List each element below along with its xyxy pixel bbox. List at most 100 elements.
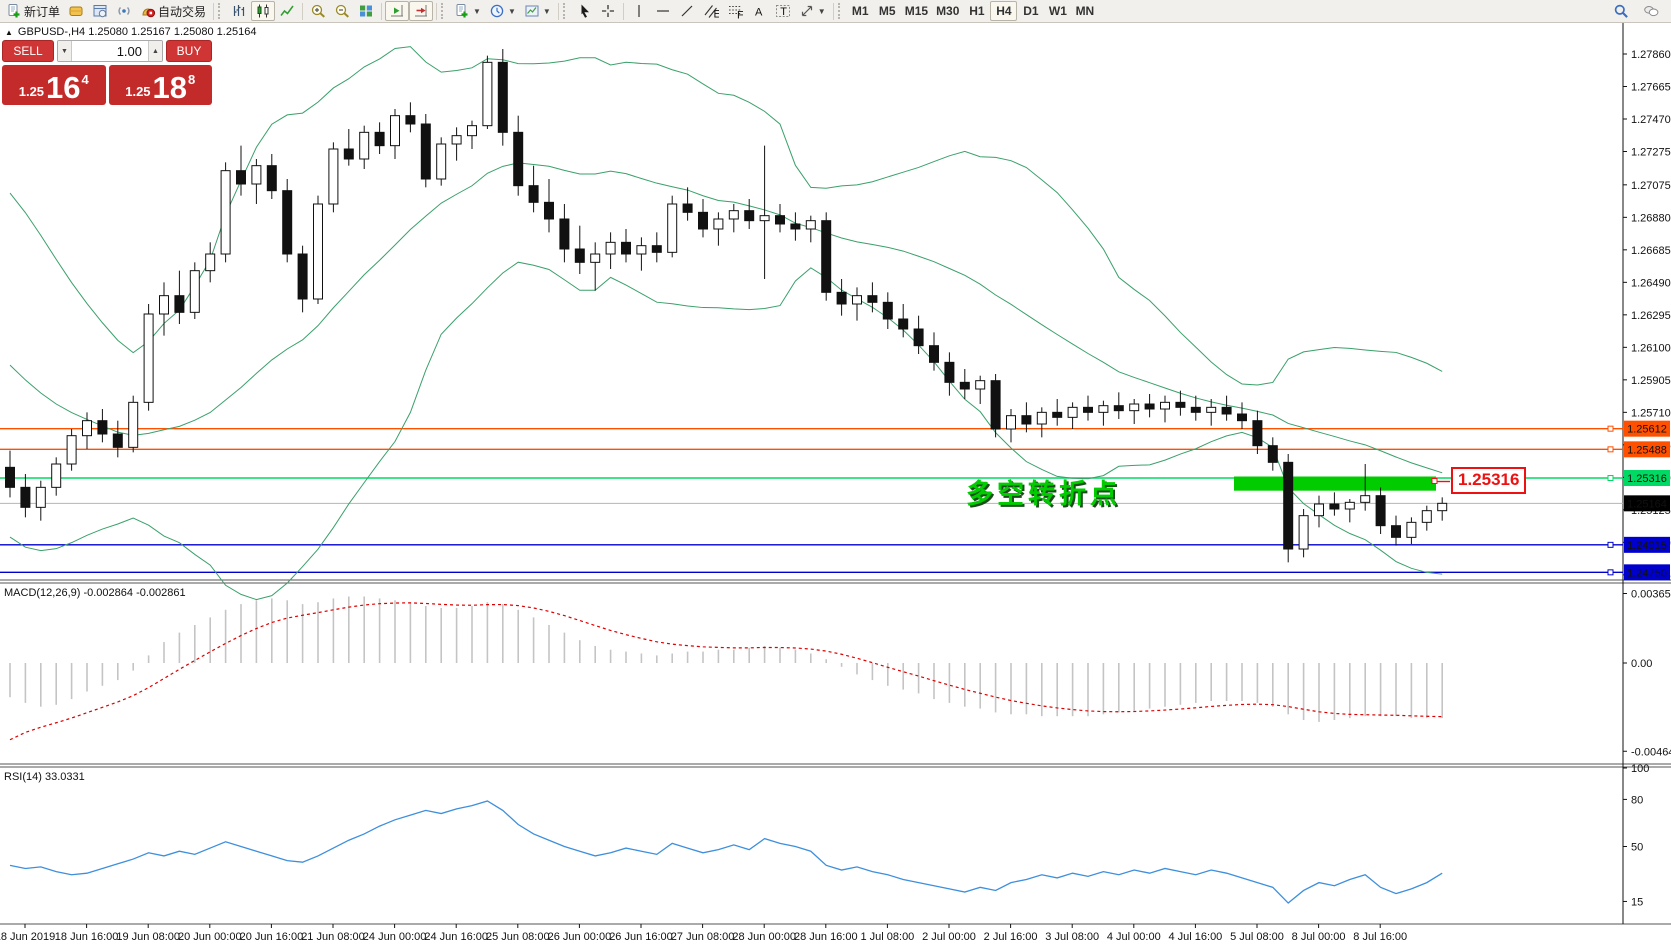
toolbar-button-tf-m30[interactable]: M30 <box>932 1 963 21</box>
collapse-panel-icon[interactable]: ▲ <box>5 27 13 37</box>
svg-text:1.25316: 1.25316 <box>1627 473 1667 485</box>
toolbar-button-auto-scroll[interactable] <box>385 1 410 21</box>
svg-text:20 Jun 00:00: 20 Jun 00:00 <box>178 931 242 943</box>
toolbar-separator <box>302 2 304 20</box>
toolbar-separator <box>557 2 559 20</box>
toolbar-button-tf-h4[interactable]: H4 <box>990 1 1018 21</box>
clock-icon <box>490 4 504 18</box>
chevron-down-icon: ▼ <box>507 6 516 16</box>
volume-value[interactable]: 1.00 <box>116 44 142 59</box>
toolbar-button-text-label[interactable]: T <box>771 1 795 21</box>
toolbar-button-bar-chart[interactable] <box>227 1 251 21</box>
toolbar-separator <box>436 2 438 20</box>
chart-line-icon <box>280 5 294 16</box>
symbol-ohlc-text: GBPUSD-,H4 1.25080 1.25167 1.25080 1.251… <box>17 26 257 38</box>
toolbar-button-tf-d1[interactable]: D1 <box>1017 1 1044 21</box>
toolbar-button-zoom-out[interactable] <box>330 1 354 21</box>
svg-text:1.26490: 1.26490 <box>1631 277 1671 289</box>
trend-icon <box>681 5 693 17</box>
toolbar-button-indicators[interactable]: ▼ <box>450 1 485 21</box>
channel-icon: E <box>704 5 719 19</box>
toolbar-separator <box>832 2 834 20</box>
toolbar-button-auto-trading[interactable]: 自动交易 <box>136 1 210 21</box>
svg-text:24 Jun 16:00: 24 Jun 16:00 <box>424 931 488 943</box>
toolbar-button-horizontal-line[interactable] <box>651 1 675 21</box>
toolbar-grip[interactable] <box>218 3 224 19</box>
search-icon <box>1614 4 1628 18</box>
svg-text:1.26685: 1.26685 <box>1631 245 1671 257</box>
svg-text:2 Jul 16:00: 2 Jul 16:00 <box>984 931 1038 943</box>
toolbar-button-chart-profile[interactable] <box>64 1 88 21</box>
one-click-trading-panel: SELL ▼ 1.00 ▲ BUY 1.25 16 4 1.25 18 8 <box>2 40 212 105</box>
volume-decrease-button[interactable]: ▼ <box>58 41 72 61</box>
toolbar-button-line-chart[interactable] <box>275 1 299 21</box>
sell-price-button[interactable]: 1.25 16 4 <box>2 65 106 105</box>
sell-price-pips: 16 <box>46 70 81 105</box>
toolbar-button-candlestick-chart[interactable] <box>251 1 276 21</box>
symbol-info-line: ▲ GBPUSD-,H4 1.25080 1.25167 1.25080 1.2… <box>5 26 256 38</box>
toolbar-button-trendline[interactable] <box>675 1 699 21</box>
toolbar-grip[interactable] <box>562 3 569 19</box>
cursor-icon <box>581 4 589 18</box>
toolbar-button-cursor[interactable] <box>572 1 596 21</box>
toolbar-grip[interactable] <box>441 3 447 19</box>
toolbar-button-chat[interactable] <box>1639 1 1663 21</box>
toolbar-button-tile-windows[interactable] <box>354 1 378 21</box>
toolbar-button-chart-shift[interactable] <box>409 1 434 21</box>
toolbar-button-tf-w1[interactable]: W1 <box>1044 1 1071 21</box>
toolbar-button-crosshair[interactable] <box>596 1 620 21</box>
doc-plus-icon <box>8 4 20 18</box>
sell-button[interactable]: SELL <box>2 40 54 62</box>
sell-price-prefix: 1.25 <box>18 84 45 99</box>
svg-text:80: 80 <box>1631 794 1643 806</box>
svg-text:2 Jul 00:00: 2 Jul 00:00 <box>922 931 976 943</box>
chart-candles-icon <box>257 4 269 18</box>
toolbar-grip[interactable] <box>837 3 844 19</box>
toolbar-separator <box>622 2 624 20</box>
toolbar-button-tf-mn[interactable]: MN <box>1071 1 1098 21</box>
svg-text:5 Jul 08:00: 5 Jul 08:00 <box>1230 931 1284 943</box>
toolbar-button-arrow-tools[interactable]: ▼ <box>795 1 830 21</box>
shapes-icon <box>801 5 812 17</box>
toolbar-button-vertical-line[interactable] <box>627 1 651 21</box>
volume-increase-button[interactable]: ▲ <box>148 41 162 61</box>
chevron-down-icon: ▼ <box>473 6 481 16</box>
autotrade-icon <box>142 8 156 18</box>
svg-text:1.26295: 1.26295 <box>1631 310 1671 322</box>
toolbar-button-search[interactable] <box>1609 1 1633 21</box>
toolbar-button-templates[interactable]: ▼ <box>520 1 555 21</box>
toolbar-button-text[interactable]: A <box>747 1 771 21</box>
toolbar-button-fibonacci-retracement[interactable]: F <box>723 1 747 21</box>
svg-text:1.27665: 1.27665 <box>1631 82 1671 94</box>
vline-icon <box>638 5 640 17</box>
svg-text:1.25612: 1.25612 <box>1627 424 1667 436</box>
svg-text:0.00: 0.00 <box>1631 658 1652 670</box>
svg-text:28 Jun 00:00: 28 Jun 00:00 <box>732 931 796 943</box>
toolbar-button-equidistant-channel[interactable]: E <box>699 1 723 21</box>
chart-window: 1.27860 1.27665 1.27470 1.27275 1.27075 1.268… <box>0 23 1671 946</box>
toolbar-button-tf-m15[interactable]: M15 <box>901 1 932 21</box>
svg-text:100: 100 <box>1631 763 1649 775</box>
toolbar-button-signal-service[interactable] <box>112 1 136 21</box>
svg-text:19 Jun 08:00: 19 Jun 08:00 <box>116 931 180 943</box>
toolbar-group-chart-type <box>227 0 299 23</box>
svg-text:4 Jul 00:00: 4 Jul 00:00 <box>1107 931 1161 943</box>
svg-text:1.26100: 1.26100 <box>1631 342 1671 354</box>
toolbar-button-zoom-in[interactable] <box>306 1 330 21</box>
toolbar-button-periods[interactable]: ▼ <box>485 1 520 21</box>
signal-icon <box>118 7 130 15</box>
toolbar-button-market-watch[interactable] <box>88 1 112 21</box>
volume-spinner: ▼ 1.00 ▲ <box>57 40 163 62</box>
toolbar-button-tf-h1[interactable]: H1 <box>963 1 990 21</box>
svg-text:0.003658: 0.003658 <box>1631 588 1671 600</box>
buy-button[interactable]: BUY <box>166 40 212 62</box>
toolbar-separator <box>213 2 215 20</box>
toolbar-button-tf-m1[interactable]: M1 <box>847 1 874 21</box>
toolbar-button-new-order[interactable]: 新订单 <box>2 1 64 21</box>
label-t-icon: T <box>775 5 790 18</box>
buy-price-button[interactable]: 1.25 18 8 <box>108 65 212 105</box>
toolbar-button-tf-m5[interactable]: M5 <box>874 1 901 21</box>
macd-indicator-label: MACD(12,26,9) -0.002864 -0.002861 <box>4 587 186 599</box>
toolbar-right-group <box>1609 1 1671 21</box>
chart-canvas[interactable]: 1.27860 1.27665 1.27470 1.27275 1.27075 1.268… <box>0 23 1671 946</box>
